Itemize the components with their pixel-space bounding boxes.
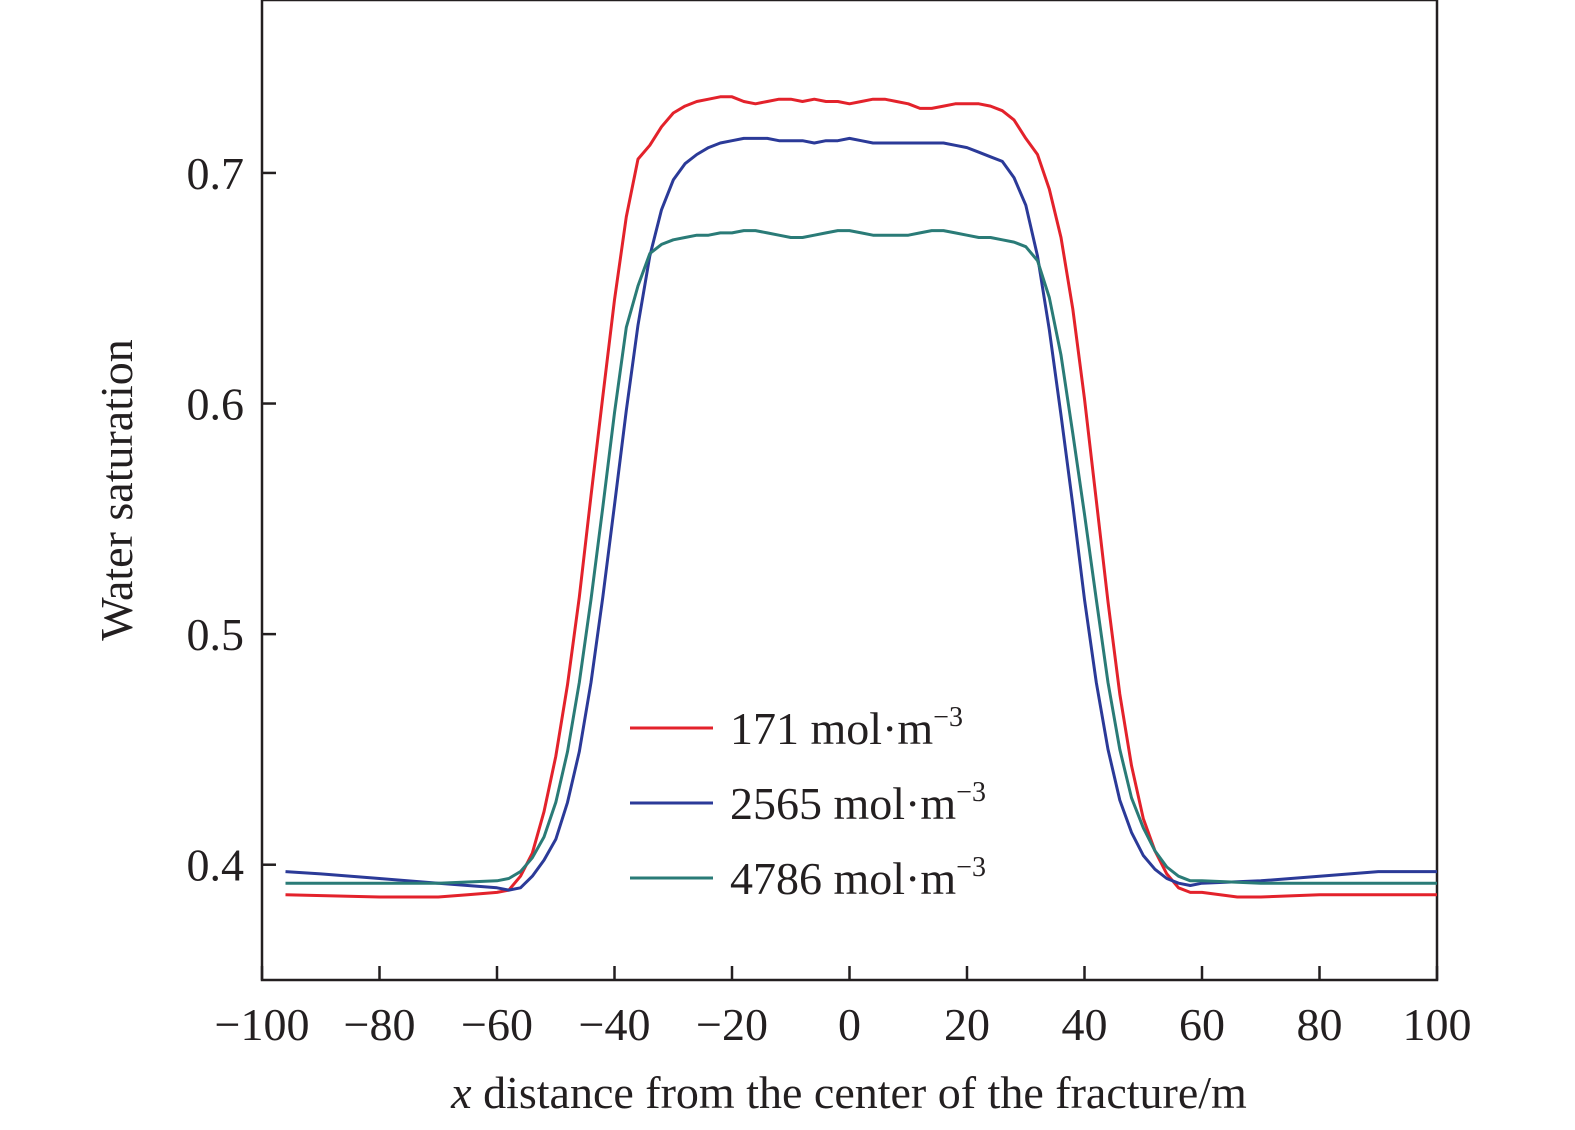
x-tick-label: −40 [579, 999, 651, 1050]
legend-label-2: 4786 mol·m−3 [730, 852, 986, 904]
x-tick-label: −60 [461, 999, 533, 1050]
series-line-0 [285, 95, 1437, 899]
y-tick-label: 0.7 [187, 148, 245, 199]
legend-label-text: 4786 mol·m [730, 853, 956, 904]
x-axis-label-text: distance from the center of the fracture… [472, 1067, 1247, 1118]
x-axis-label: x distance from the center of the fractu… [450, 1067, 1247, 1118]
legend-label-text: 2565 mol·m [730, 778, 956, 829]
y-tick-label: 0.6 [187, 379, 245, 430]
axis-ticks: −100 −80 −60 −40 −20 0 20 40 60 80 100 0.4 0.5 0.6 0.7 [187, 148, 1472, 1050]
x-tick-label: −20 [696, 999, 768, 1050]
x-tick-label: 0 [838, 999, 861, 1050]
x-tick-label: 40 [1062, 999, 1108, 1050]
x-tick-label: 60 [1179, 999, 1225, 1050]
x-tick-label: −80 [344, 999, 416, 1050]
x-tick-label: 80 [1297, 999, 1343, 1050]
series-lines [285, 95, 1437, 899]
legend-label-superscript: −3 [956, 777, 986, 808]
x-tick-label: 20 [944, 999, 990, 1050]
x-tick-label: −100 [215, 999, 310, 1050]
x-tick-label: 100 [1403, 999, 1472, 1050]
legend-label-superscript: −3 [933, 702, 963, 733]
x-axis-label-variable: x [450, 1067, 472, 1118]
y-axis-label: Water saturation [91, 339, 142, 641]
legend-label-text: 171 mol·m [730, 703, 933, 754]
legend-label-superscript: −3 [956, 852, 986, 883]
legend-label-1: 2565 mol·m−3 [730, 777, 986, 829]
series-line-1 [285, 136, 1437, 892]
y-tick-label: 0.5 [187, 609, 245, 660]
plot-frame [260, 0, 1439, 982]
legend-label-0: 171 mol·m−3 [730, 702, 963, 754]
series-line-2 [285, 229, 1437, 885]
y-tick-label: 0.4 [187, 840, 245, 891]
